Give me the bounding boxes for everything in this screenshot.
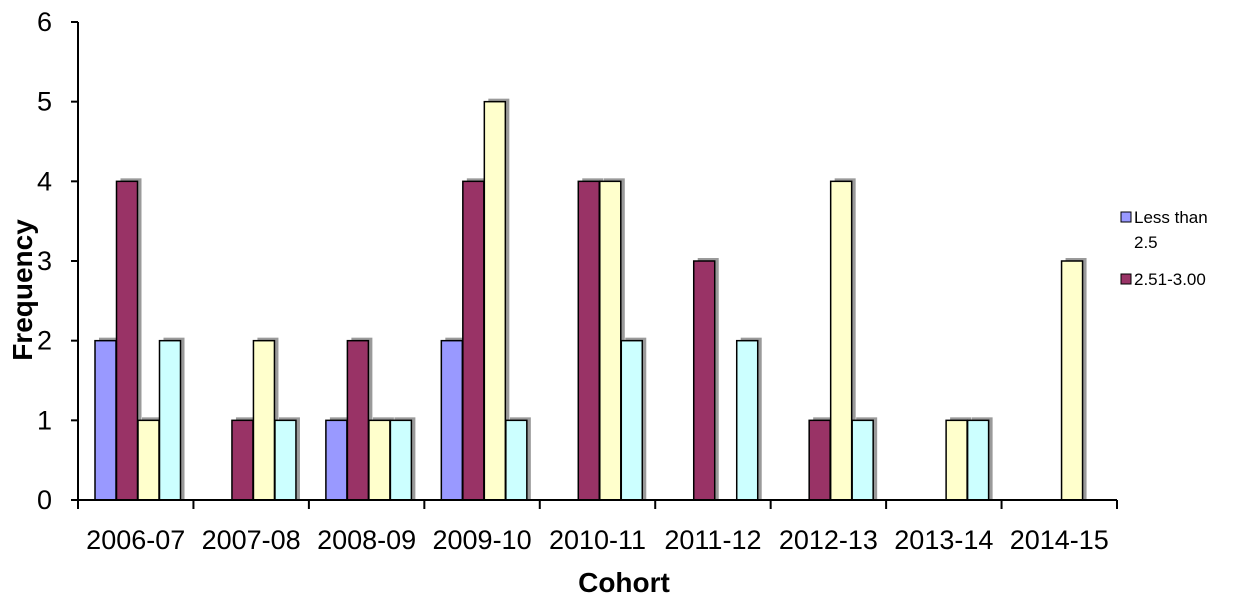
bars-layer	[94, 98, 1087, 501]
bar-s3-2014-15	[1060, 260, 1084, 501]
bar-s2-2008-09	[346, 339, 370, 501]
bar-s3-2013-14	[945, 419, 968, 501]
bar-s3-2007-08	[252, 339, 276, 501]
bar-s4-2010-11	[620, 339, 644, 501]
legend: Less than 2.5 2.51-3.00	[1120, 208, 1208, 289]
legend-swatch-2	[1120, 273, 1132, 285]
bar-s3-2009-10	[483, 100, 507, 501]
bar-s4-2013-14	[966, 419, 990, 501]
bar-s1-2006-07	[94, 339, 117, 501]
bar-s1-2009-10	[440, 339, 464, 501]
x-axis-title: Cohort	[578, 567, 670, 598]
y-ticks: 0 1 2 3 4 5 6	[37, 7, 78, 515]
legend-label: 2.51-3.00	[1134, 270, 1206, 289]
bar-s4-2012-13	[851, 419, 874, 501]
y-tick-label: 0	[37, 485, 52, 515]
bar-s4-2009-10	[505, 419, 528, 501]
y-tick-label: 2	[37, 326, 52, 356]
bar-s4-2011-12	[735, 339, 759, 501]
y-tick-label: 1	[37, 405, 52, 435]
x-tick-label: 2006-07	[86, 525, 185, 555]
bar-s3-2006-07	[137, 419, 160, 501]
legend-label: 2.5	[1134, 233, 1158, 252]
y-tick-label: 5	[37, 87, 52, 117]
x-tick-label: 2008-09	[317, 525, 416, 555]
bar-s3-2010-11	[599, 180, 622, 501]
y-tick-label: 3	[37, 246, 52, 276]
x-tick-label: 2010-11	[549, 525, 646, 555]
x-tick-label: 2007-08	[202, 525, 301, 555]
bar-s3-2012-13	[829, 180, 853, 501]
x-tick-label: 2009-10	[433, 525, 532, 555]
y-axis-title: Frequency	[7, 219, 38, 361]
bar-s2-2009-10	[462, 180, 485, 501]
bar-s2-2012-13	[808, 419, 831, 501]
y-tick-label: 6	[37, 7, 52, 37]
bar-s2-2007-08	[231, 419, 254, 501]
bar-s4-2007-08	[274, 419, 297, 501]
x-ticks: 2006-07 2007-08 2008-09 2009-10 2010-11 2011-…	[77, 500, 1118, 555]
bar-s4-2008-09	[389, 419, 413, 501]
bar-s4-2006-07	[158, 339, 182, 501]
bar-s3-2008-09	[368, 419, 391, 501]
bar-s2-2006-07	[115, 180, 139, 501]
bar-s2-2011-12	[692, 260, 716, 501]
x-tick-label: 2013-14	[894, 525, 993, 555]
x-tick-label: 2011-12	[664, 525, 761, 555]
y-tick-label: 4	[37, 166, 52, 196]
x-tick-label: 2012-13	[779, 525, 878, 555]
legend-label: Less than	[1134, 208, 1208, 227]
x-tick-label: 2014-15	[1010, 525, 1109, 555]
legend-swatch-1	[1120, 211, 1132, 223]
bar-s2-2010-11	[577, 180, 601, 501]
bar-s1-2008-09	[325, 419, 348, 501]
